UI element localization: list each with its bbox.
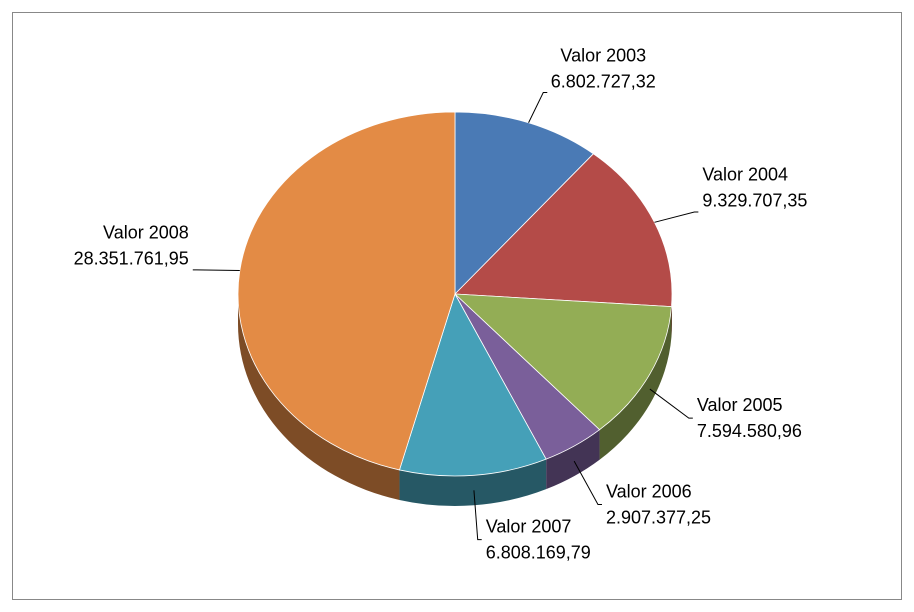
leader-line [528,92,548,123]
data-label: 28.351.761,95 [74,249,189,269]
pie-sides [237,294,672,506]
data-label-name: Valor 2006 [606,481,692,501]
data-label-name: Valor 2004 [702,165,788,185]
pie-slice [453,293,672,431]
pie-side [546,429,600,490]
leader-line [573,460,602,506]
pie-tops [237,111,673,477]
pie-slice [454,153,673,308]
data-label: 7.594.580,96 [697,421,802,441]
data-label-name: Valor 2008 [103,223,189,243]
labels: Valor 2003 6.802.727,32 Valor 2004 9.329.70… [74,45,808,562]
pie-side [399,459,547,506]
data-label: 9.329.707,35 [702,191,807,211]
data-label: 6.802.727,32 [551,71,656,91]
pie-side [599,306,672,460]
leader-line [649,388,693,419]
leader-line [473,490,482,541]
pie-slice [454,111,595,295]
pie-slice [398,292,547,477]
pie-side [237,294,400,500]
data-label-name: Valor 2005 [697,395,783,415]
data-label-name: Valor 2007 [486,516,572,536]
data-label-name: Valor 2003 [560,45,646,65]
leader-line [654,211,699,223]
leader-line [192,269,240,272]
data-label: 2.907.377,25 [606,507,711,527]
pie-slice [237,111,456,471]
data-label: 6.808.169,79 [486,542,591,562]
